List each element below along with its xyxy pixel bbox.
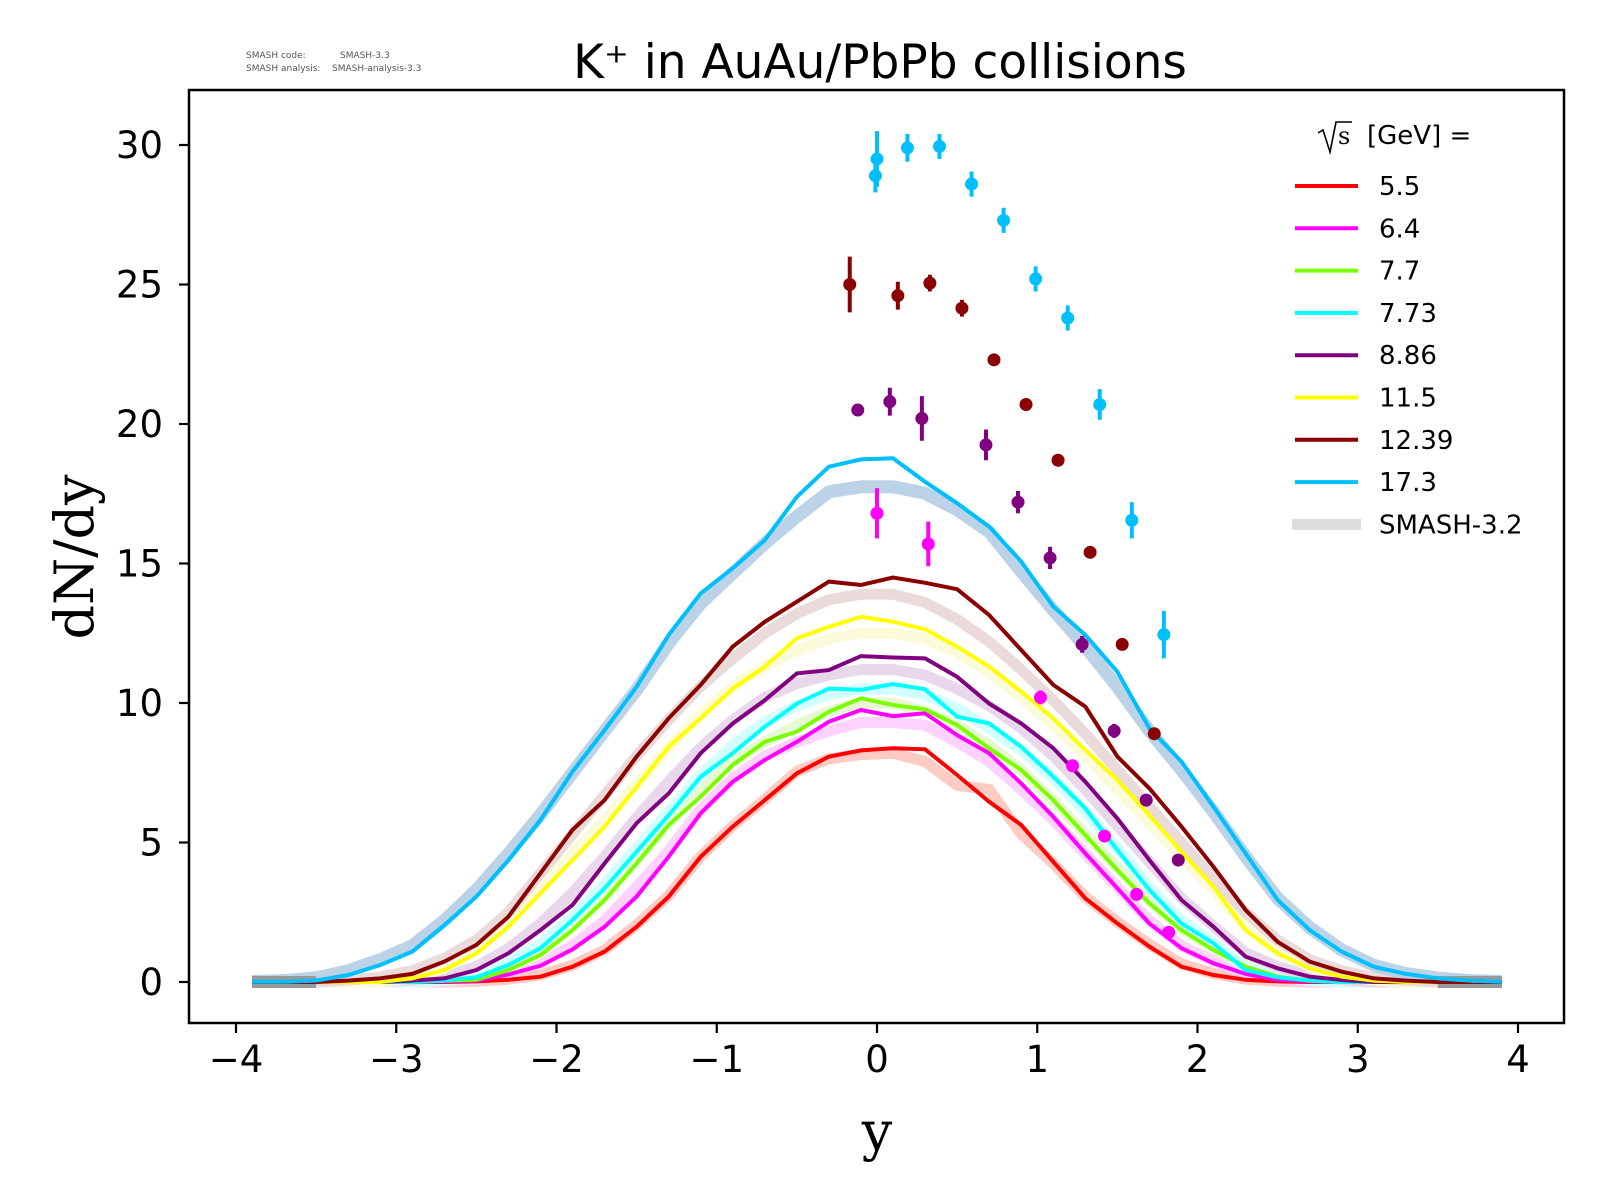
data-point-6.4: [1098, 829, 1112, 843]
data-point-17.3: [1093, 397, 1107, 411]
x-axis-ticks: −4 −3 −2 −1 0 1 2 3 4: [209, 1023, 1530, 1081]
legend-title-s: s: [1338, 122, 1350, 150]
x-tick-label: −3: [369, 1038, 424, 1081]
data-point-6.4: [870, 506, 884, 520]
y-tick-label: 10: [116, 682, 163, 725]
legend-item-8.86: 8.86: [1295, 341, 1437, 371]
data-point-12.39: [1115, 637, 1129, 651]
data-point-8.86: [1139, 793, 1153, 807]
legend-item-17.3: 17.3: [1295, 468, 1437, 498]
data-point-17.3: [1125, 513, 1139, 527]
legend-title: s [GeV] =: [1317, 121, 1471, 156]
legend-item-5.5: 5.5: [1295, 172, 1420, 202]
data-point-12.39: [1147, 727, 1161, 741]
y-tick-label: 25: [116, 264, 163, 307]
x-tick-label: 4: [1506, 1038, 1530, 1081]
data-point-8.86: [1171, 853, 1185, 867]
y-tick-label: 5: [139, 822, 163, 865]
y-tick-label: 0: [139, 961, 163, 1004]
series-line-7.73: [252, 681, 1502, 984]
legend-item-6.4: 6.4: [1295, 214, 1420, 244]
data-point-12.39: [1083, 545, 1097, 559]
data-point-6.4: [1130, 887, 1144, 901]
data-point-17.3: [965, 177, 979, 191]
x-tick-label: −2: [529, 1038, 584, 1081]
meta-info: SMASH code: SMASH-3.3 SMASH analysis: SM…: [246, 51, 421, 74]
data-point-8.86: [1075, 637, 1089, 651]
data-point-17.3: [1061, 311, 1075, 325]
legend-title-unit: [GeV] =: [1367, 121, 1471, 151]
legend-item-12.39: 12.39: [1295, 426, 1453, 456]
data-points: [843, 131, 1185, 939]
x-tick-label: −4: [209, 1038, 264, 1081]
legend-items: 5.5 6.4 7.7 7.73 8.86 11.5 12.39 17.3 SMASH-3.2: [1292, 172, 1523, 540]
legend-label: 11.5: [1379, 384, 1437, 414]
data-point-12.39: [843, 278, 857, 291]
legend-item-11.5: 11.5: [1295, 384, 1437, 414]
series-line-12.39: [252, 575, 1502, 984]
series-line-17.3: [252, 456, 1503, 984]
data-point-6.4: [1162, 925, 1176, 939]
data-point-8.86: [1043, 551, 1057, 565]
x-tick-label: 3: [1346, 1038, 1370, 1081]
plot-area: [251, 131, 1503, 988]
data-point-17.3: [1029, 272, 1043, 286]
y-tick-label: 30: [116, 124, 163, 167]
data-point-17.3: [1157, 628, 1171, 642]
data-point-6.4: [1066, 759, 1080, 773]
x-tick-label: 1: [1025, 1038, 1049, 1081]
y-axis-ticks: 0 5 10 15 20 25 30: [116, 124, 189, 1004]
legend-label: 17.3: [1379, 468, 1437, 498]
data-point-12.39: [1051, 453, 1065, 467]
data-point-17.3: [932, 139, 946, 153]
series-line-11.5: [252, 614, 1502, 984]
legend-item-7.7: 7.7: [1295, 257, 1420, 287]
data-point-6.4: [921, 537, 935, 551]
y-tick-label: 20: [116, 403, 163, 446]
legend-label: 6.4: [1379, 214, 1420, 244]
legend-label: 5.5: [1379, 172, 1420, 202]
data-point-12.39: [987, 353, 1001, 367]
smash-analysis-value: SMASH-analysis-3.3: [332, 64, 421, 74]
legend-item-reference: SMASH-3.2: [1292, 510, 1523, 540]
series-lines: [252, 456, 1503, 984]
legend-label: 8.86: [1379, 341, 1437, 371]
legend-label: 12.39: [1379, 426, 1453, 456]
smash-code-value: SMASH-3.3: [340, 51, 390, 61]
chart-title: K⁺ in AuAu/PbPb collisions: [573, 35, 1187, 90]
data-point-8.86: [883, 395, 897, 409]
data-point-12.39: [891, 289, 905, 303]
data-point-8.86: [1107, 724, 1121, 738]
legend-label: 7.73: [1379, 299, 1437, 329]
legend-label: SMASH-3.2: [1379, 510, 1523, 540]
smash-analysis-label: SMASH analysis:: [246, 64, 320, 74]
y-axis-label: dN/dy: [43, 474, 106, 640]
data-point-8.86: [979, 438, 993, 452]
smash-code-label: SMASH code:: [246, 51, 306, 61]
data-point-8.86: [1011, 495, 1025, 509]
legend-label: 7.7: [1379, 257, 1420, 287]
data-point-8.86: [915, 411, 929, 425]
x-axis-label: y: [861, 1100, 893, 1163]
legend-item-7.73: 7.73: [1295, 299, 1437, 329]
data-point-17.3: [900, 141, 914, 155]
x-tick-label: 2: [1186, 1038, 1210, 1081]
data-point-17.3: [870, 152, 884, 166]
y-tick-label: 15: [116, 543, 163, 586]
data-point-12.39: [1019, 397, 1033, 411]
data-point-6.4: [1033, 690, 1047, 704]
data-point-17.3: [997, 213, 1011, 227]
x-tick-label: −1: [689, 1038, 744, 1081]
data-point-12.39: [923, 276, 937, 290]
legend: s [GeV] = 5.5 6.4 7.7 7.73 8.86 11.5 12.39 17.3…: [1292, 121, 1523, 540]
data-point-12.39: [955, 301, 969, 315]
data-point-8.86: [851, 403, 865, 417]
sqrt-icon: [1317, 121, 1352, 156]
x-tick-label: 0: [865, 1038, 889, 1081]
series-line-8.86: [252, 654, 1502, 984]
